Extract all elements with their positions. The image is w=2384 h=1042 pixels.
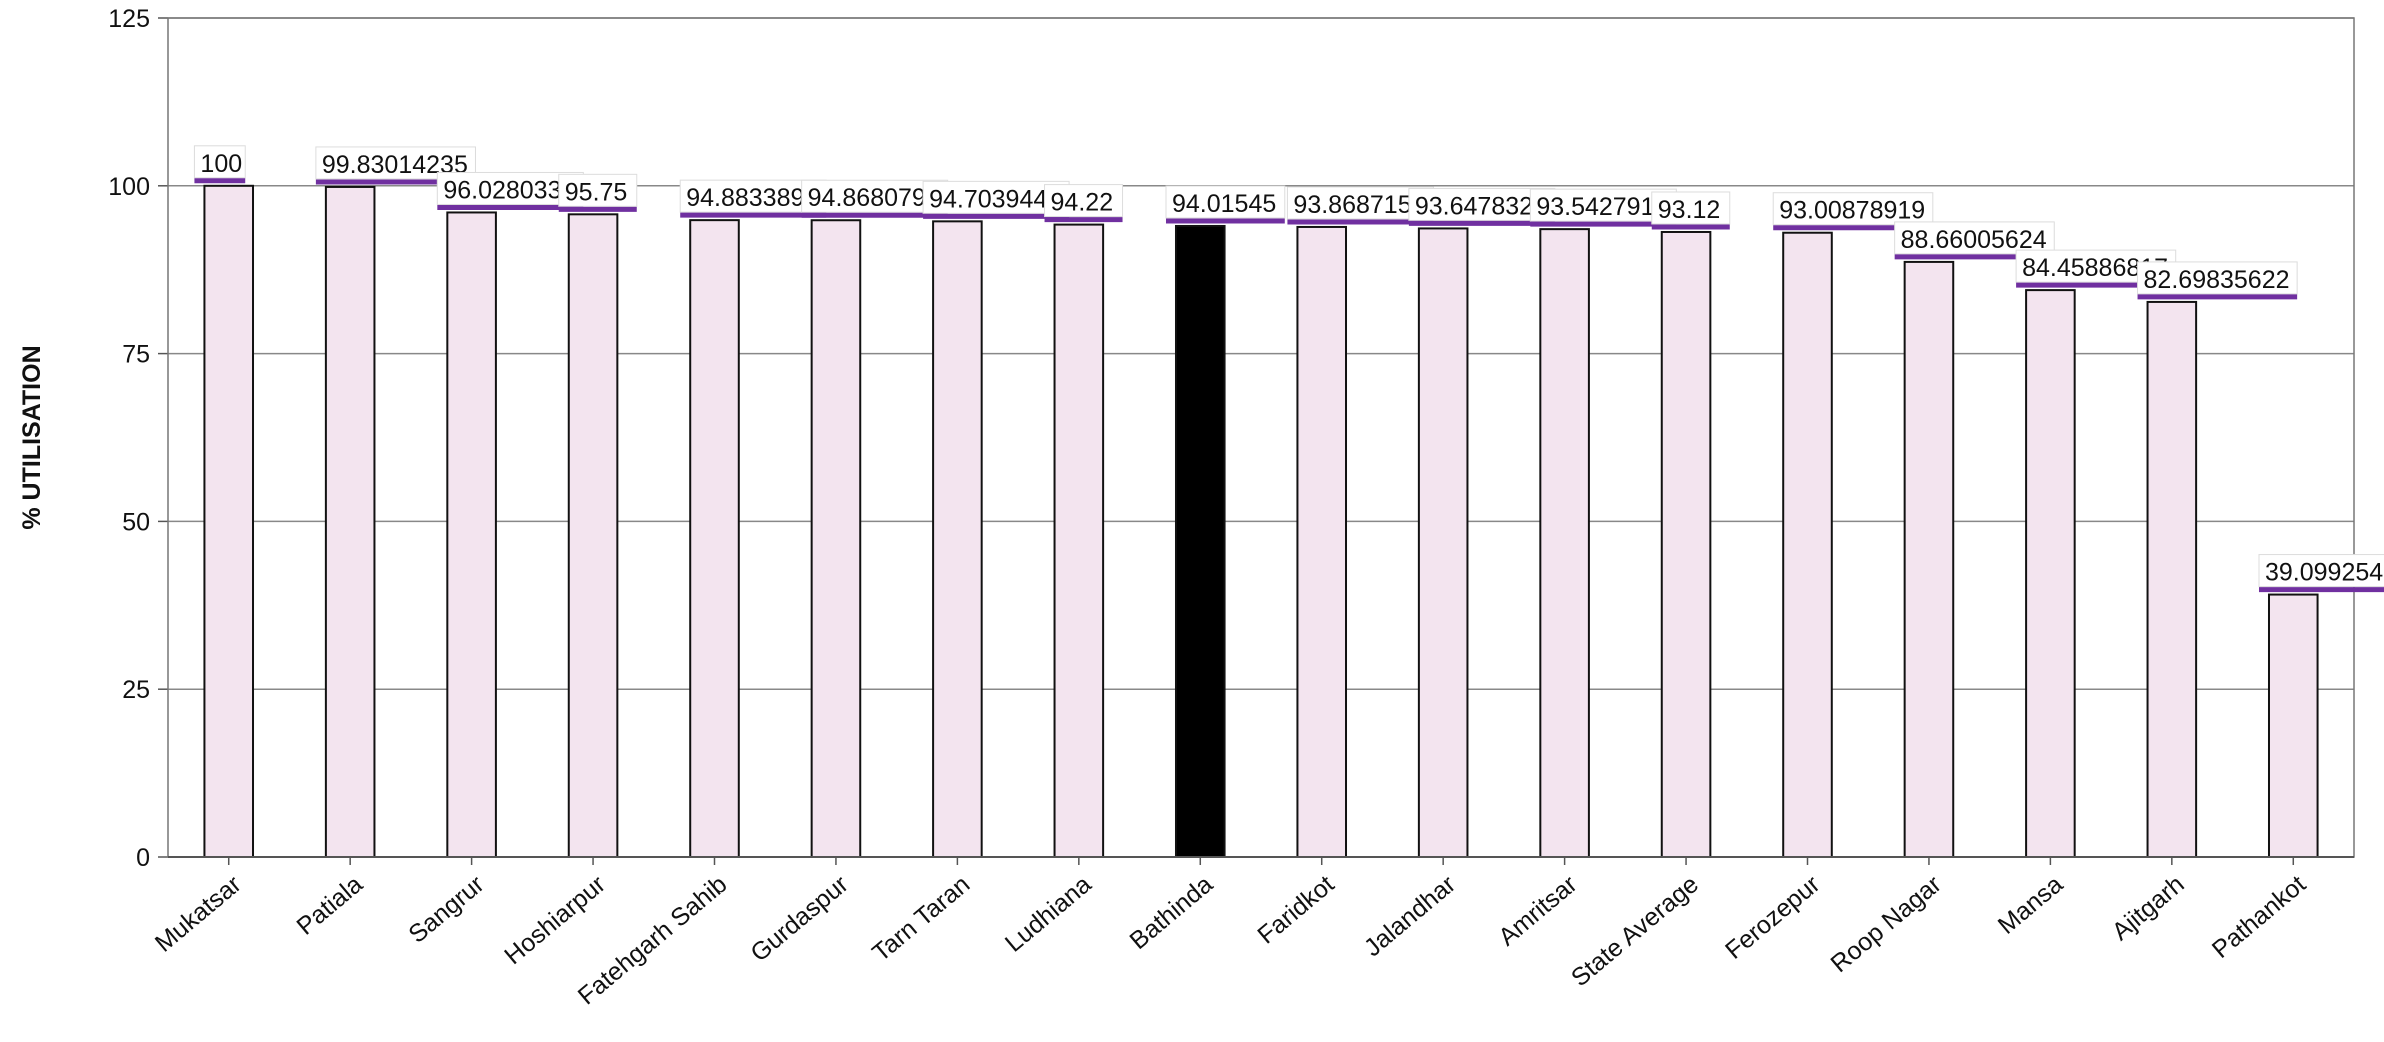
y-tick-label: 25 — [122, 676, 150, 704]
data-label: 82.69835622 — [2144, 266, 2290, 294]
bar — [1174, 224, 1226, 858]
data-label: 93.8687159 — [1293, 191, 1425, 219]
x-tick-label: Pathankot — [2207, 870, 2311, 964]
data-label: 93.6478321 — [1415, 192, 1547, 220]
bar — [689, 219, 740, 858]
y-axis-title: % UTILISATION — [18, 345, 46, 529]
data-label-box — [1044, 184, 1124, 218]
data-label-box — [193, 145, 246, 179]
x-tick-label: Roop Nagar — [1826, 870, 1947, 978]
y-tick-label: 100 — [108, 173, 150, 201]
x-tick-label: Ludhiana — [1000, 870, 1097, 958]
x-tick-label: State Average — [1566, 870, 1704, 992]
bar — [1053, 223, 1105, 859]
bar — [567, 213, 619, 859]
x-tick-label: Faridkot — [1252, 870, 1339, 950]
data-label-box — [2258, 554, 2384, 588]
bar — [1903, 260, 1955, 858]
data-label-box — [1894, 221, 2055, 255]
data-label-box — [1165, 185, 1286, 219]
bar — [2025, 289, 2076, 859]
data-label: 93.00878919 — [1779, 197, 1925, 225]
bar — [324, 185, 376, 859]
data-label: 95.75 — [565, 178, 628, 206]
bar — [1782, 231, 1833, 858]
bar — [1660, 230, 1712, 858]
bar — [2267, 593, 2319, 858]
bar — [1296, 225, 1348, 858]
x-tick-label: Amritsar — [1493, 870, 1582, 951]
data-label: 100 — [200, 150, 242, 178]
bar — [932, 220, 983, 859]
bar — [203, 184, 255, 859]
data-label-box — [1651, 191, 1731, 225]
y-tick-label: 50 — [122, 508, 150, 536]
y-tick-label: 0 — [136, 844, 150, 872]
bar — [2146, 300, 2198, 858]
data-label: 93.5427910 — [1536, 193, 1668, 221]
x-tick-label: Patiala — [291, 870, 368, 941]
bar — [1417, 227, 1469, 859]
data-label: 96.0280332 — [443, 176, 575, 204]
data-label-box — [1772, 192, 1934, 226]
data-label: 94.7039448 — [929, 185, 1061, 213]
data-label: 94.22 — [1051, 189, 1114, 217]
x-tick-label: Gurdaspur — [745, 870, 853, 967]
x-tick-label: Ferozepur — [1720, 870, 1825, 965]
x-tick-label: Tarn Taran — [867, 870, 975, 967]
data-label: 94.8833897 — [686, 184, 818, 212]
x-tick-label: Bathinda — [1125, 870, 1219, 955]
bar — [810, 219, 862, 859]
y-tick-label: 75 — [122, 341, 150, 369]
y-tick-label: 125 — [108, 5, 150, 33]
x-tick-label: Hoshiarpur — [499, 870, 611, 970]
data-label: 94.8680796 — [808, 184, 940, 212]
data-label: 94.01545 — [1172, 190, 1276, 218]
x-tick-label: Mukatsar — [150, 870, 247, 958]
data-label-box — [2137, 261, 2298, 295]
x-tick-label: Ajitgarh — [2107, 870, 2190, 946]
data-label: 88.66005624 — [1901, 226, 2047, 254]
x-tick-label: Mansa — [1993, 870, 2069, 940]
data-label: 39.0992543 — [2265, 559, 2384, 587]
bar — [446, 211, 497, 858]
x-tick-label: Sangrur — [403, 870, 489, 949]
x-tick-label: Jalandhar — [1359, 870, 1461, 962]
bar — [1539, 228, 1590, 858]
data-label: 93.12 — [1658, 196, 1721, 224]
data-label-box — [558, 173, 638, 207]
